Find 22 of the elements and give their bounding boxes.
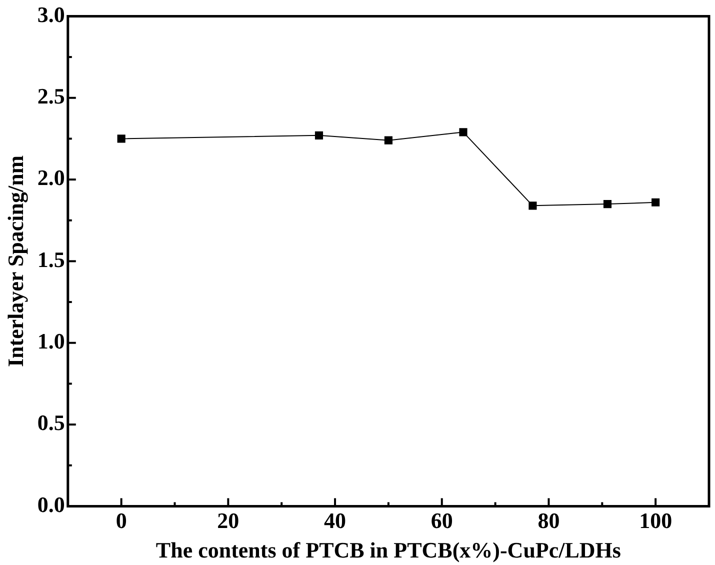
point bbox=[603, 200, 612, 208]
y-axis-title: Interlayer Spacing/nm bbox=[2, 155, 28, 368]
y-tick-label: 1.5 bbox=[37, 246, 65, 272]
y-tick-label: 2.0 bbox=[37, 165, 65, 190]
x-tick-label: 100 bbox=[639, 508, 672, 534]
x-axis-title: The contents of PTCB in PTCB(x%)-CuPc/LDHs bbox=[156, 537, 622, 562]
y-tick-label: 1.0 bbox=[37, 328, 65, 354]
point bbox=[384, 136, 392, 144]
x-tick-label: 0 bbox=[116, 508, 127, 534]
x-tick-label: 40 bbox=[324, 508, 346, 534]
x-tick-label: 60 bbox=[430, 508, 453, 534]
x-tick-label: 20 bbox=[217, 508, 240, 534]
y-tick-label: 2.5 bbox=[37, 84, 65, 109]
point bbox=[117, 134, 126, 143]
y-tick-label: 0.0 bbox=[37, 492, 65, 517]
y-tick-label: 0.5 bbox=[37, 410, 65, 436]
point bbox=[652, 198, 660, 206]
point bbox=[459, 128, 468, 136]
x-tick-label: 80 bbox=[538, 508, 560, 534]
point bbox=[528, 202, 537, 210]
point bbox=[314, 131, 324, 140]
y-tick-label: 3.0 bbox=[37, 2, 65, 27]
